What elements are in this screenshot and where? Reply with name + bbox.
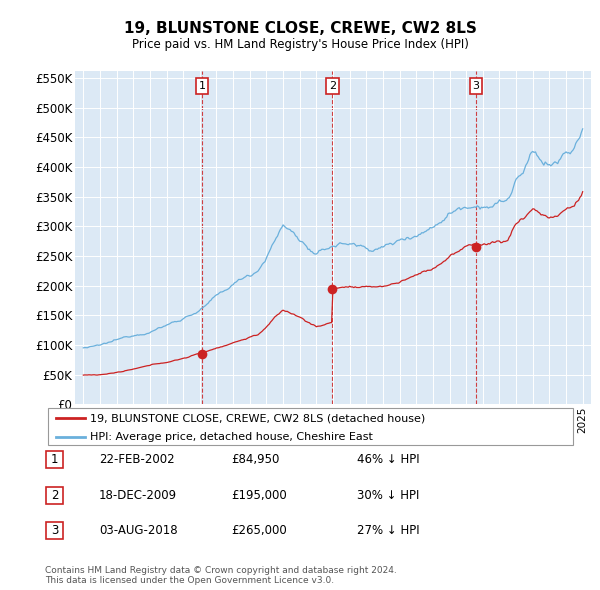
Text: Price paid vs. HM Land Registry's House Price Index (HPI): Price paid vs. HM Land Registry's House … <box>131 38 469 51</box>
Text: 2: 2 <box>329 81 336 91</box>
FancyBboxPatch shape <box>46 451 63 468</box>
FancyBboxPatch shape <box>48 408 573 445</box>
Text: 1: 1 <box>199 81 206 91</box>
Text: 2: 2 <box>51 489 58 502</box>
Text: 27% ↓ HPI: 27% ↓ HPI <box>357 524 419 537</box>
Text: £84,950: £84,950 <box>231 453 280 466</box>
Text: 03-AUG-2018: 03-AUG-2018 <box>99 524 178 537</box>
Text: Contains HM Land Registry data © Crown copyright and database right 2024.
This d: Contains HM Land Registry data © Crown c… <box>45 566 397 585</box>
Text: HPI: Average price, detached house, Cheshire East: HPI: Average price, detached house, Ches… <box>90 432 373 442</box>
Text: 1: 1 <box>51 453 58 466</box>
Text: 3: 3 <box>472 81 479 91</box>
Text: 19, BLUNSTONE CLOSE, CREWE, CW2 8LS (detached house): 19, BLUNSTONE CLOSE, CREWE, CW2 8LS (det… <box>90 414 425 423</box>
FancyBboxPatch shape <box>46 522 63 539</box>
Text: 19, BLUNSTONE CLOSE, CREWE, CW2 8LS: 19, BLUNSTONE CLOSE, CREWE, CW2 8LS <box>124 21 476 35</box>
Text: 18-DEC-2009: 18-DEC-2009 <box>99 489 177 502</box>
FancyBboxPatch shape <box>46 487 63 503</box>
Text: £265,000: £265,000 <box>231 524 287 537</box>
Text: 30% ↓ HPI: 30% ↓ HPI <box>357 489 419 502</box>
Text: 22-FEB-2002: 22-FEB-2002 <box>99 453 175 466</box>
Text: £195,000: £195,000 <box>231 489 287 502</box>
Text: 3: 3 <box>51 524 58 537</box>
Text: 46% ↓ HPI: 46% ↓ HPI <box>357 453 419 466</box>
